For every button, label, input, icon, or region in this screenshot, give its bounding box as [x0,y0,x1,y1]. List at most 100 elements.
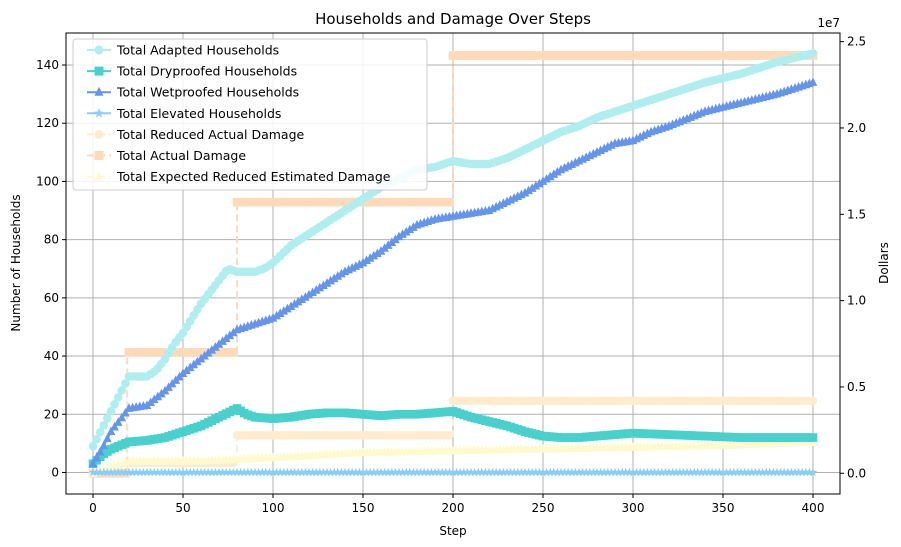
data-point [423,467,433,477]
data-point [650,467,659,477]
data-point [398,229,407,238]
data-point [441,467,451,477]
series-total-elevated-households [88,467,818,477]
data-point [470,467,479,477]
data-point [513,467,523,477]
data-point [509,467,519,477]
data-point [279,306,289,315]
data-point [506,467,515,477]
y2-tick-label: 1.5 [847,207,866,221]
data-point [308,287,317,297]
data-point [92,467,101,477]
data-point [319,280,328,290]
data-point [675,467,685,477]
data-point [527,183,537,192]
data-point [466,467,476,477]
data-point [596,467,605,477]
data-point [365,467,375,477]
data-point [268,313,278,322]
data-point [646,467,656,477]
y-tick-label: 120 [36,116,59,130]
data-point [283,303,292,313]
data-point [221,467,231,477]
data-point [751,467,760,477]
data-point [704,467,713,477]
data-point [88,467,98,477]
data-point [88,441,98,451]
data-point [452,467,461,477]
data-point [182,467,191,477]
legend-label: Total Adapted Households [116,43,279,58]
data-point [113,393,123,402]
data-point [362,467,371,477]
y-tick-label: 80 [44,233,59,247]
data-point [124,467,134,477]
data-point [743,467,753,477]
data-point [394,467,404,477]
data-point [232,467,242,477]
data-point [333,467,343,477]
data-point [243,467,253,477]
data-point [373,248,382,258]
chart-title: Households and Damage Over Steps [315,10,591,28]
data-point [369,467,379,477]
data-point [401,226,411,236]
data-point [117,386,127,395]
data-point [445,467,454,477]
data-point [311,285,321,294]
data-point [531,180,541,190]
data-point [171,467,181,477]
data-point [207,467,217,477]
data-point [805,467,814,477]
data-point [614,467,623,477]
data-point [387,467,397,477]
data-point [153,467,163,477]
data-point [484,467,494,477]
data-point [801,467,811,477]
y2-tick-label: 2.0 [847,121,866,135]
data-point [358,467,368,477]
y2-offset-text: 1e7 [817,16,840,30]
data-point [567,467,577,477]
data-point [725,467,735,477]
data-point [297,294,307,304]
data-point [113,417,123,426]
data-point [92,452,101,462]
data-point [311,467,321,477]
data-point [293,296,303,306]
data-point [106,426,116,436]
data-point [455,467,465,477]
data-point [135,467,145,477]
legend-label: Total Wetproofed Households [116,85,299,100]
data-point [95,467,105,477]
data-point [787,467,796,477]
data-point [297,467,307,477]
data-point [445,197,454,207]
legend-marker [94,151,104,160]
data-point [535,178,544,188]
legend: Total Adapted Households Total Dryproofed… [72,38,428,191]
data-point [693,467,703,477]
data-point [679,467,688,477]
y2-axis-label: Dollars [877,242,891,284]
data-point [121,467,130,477]
data-point [229,467,238,477]
data-point [689,467,699,477]
data-point [247,467,256,477]
data-point [304,289,314,299]
data-point [383,467,393,477]
x-axis: 0 50 100 150 200 250 300 350 400 [89,494,824,515]
data-point [103,414,112,423]
data-point [340,467,350,477]
legend-marker [94,86,104,96]
data-point [733,467,742,477]
data-point [632,467,641,477]
data-point [358,257,368,267]
data-point [146,467,155,477]
data-point [553,166,562,176]
data-point [286,467,296,477]
y-tick-label: 40 [44,349,59,363]
data-point [157,467,166,477]
y-tick-label: 60 [44,291,59,305]
